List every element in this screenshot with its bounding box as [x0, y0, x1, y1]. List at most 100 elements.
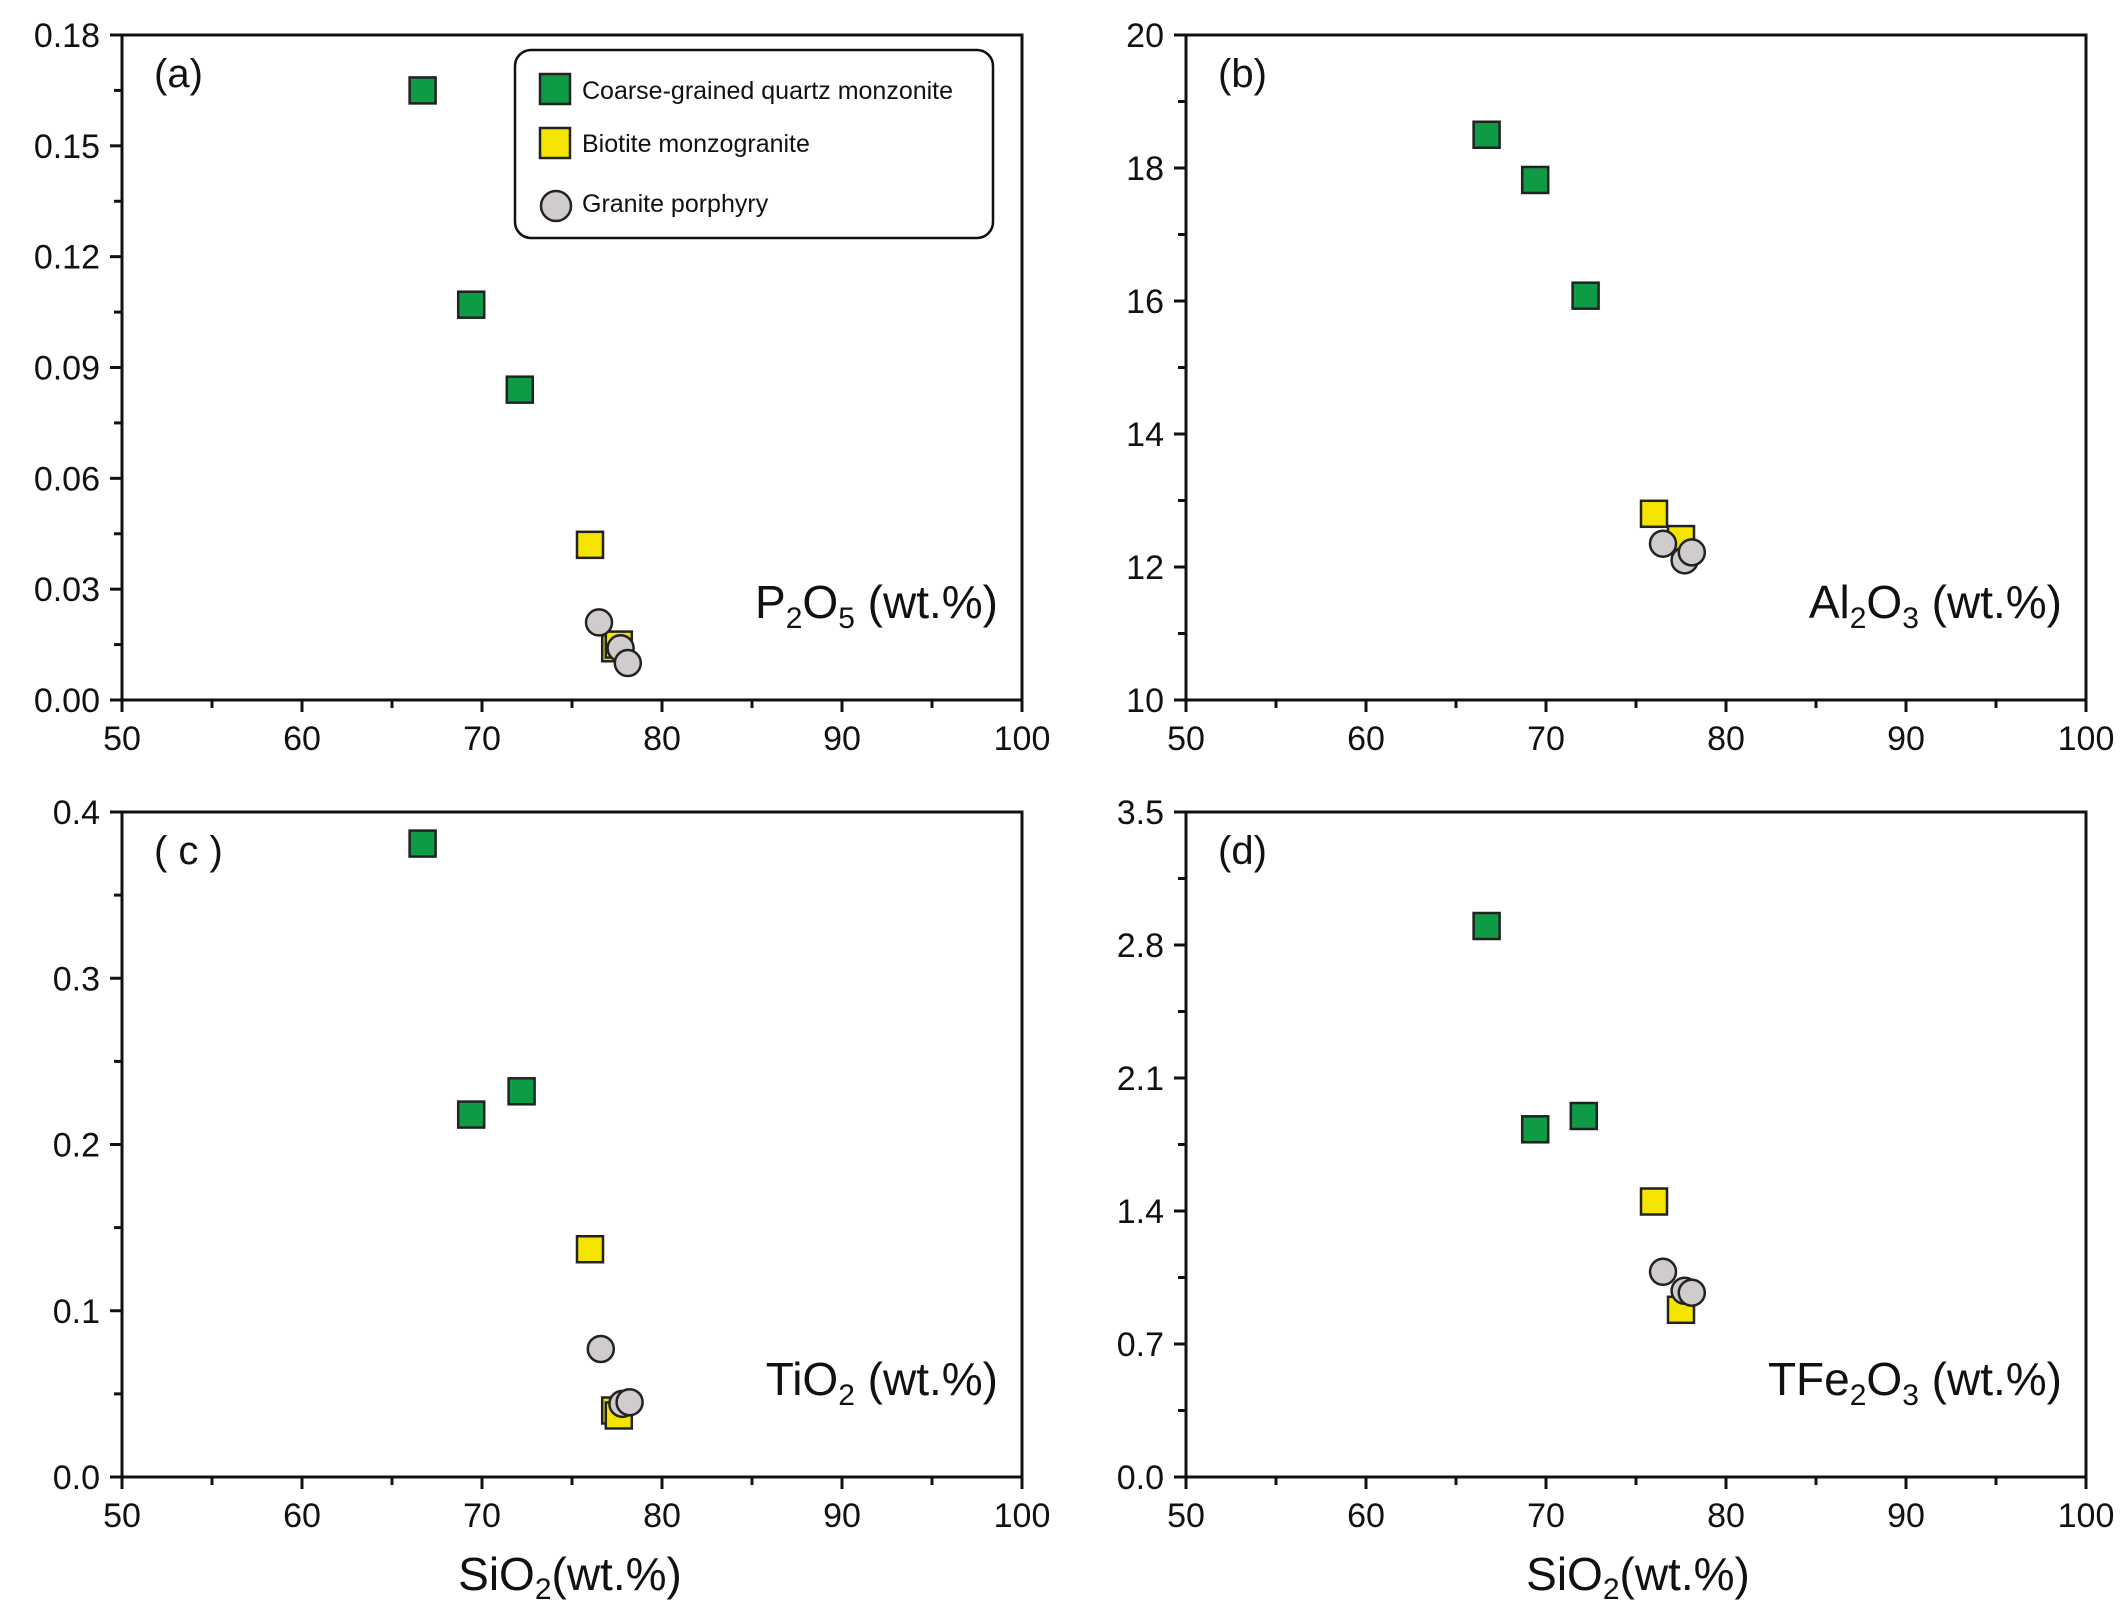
legend-item-coarse: Coarse-grained quartz monzonite [538, 72, 953, 106]
x-tick-label: 100 [2058, 1497, 2115, 1535]
variable-label: TFe2O3 (wt.%) [1768, 1353, 2062, 1412]
x-axis-title-right: SiO2(wt.%) [1526, 1548, 1750, 1606]
panel-a: 50 60 70 80 90 100 0.00 0.03 0.06 0.09 0.12 0.15 0.1… [34, 17, 1051, 758]
y-tick-label: 1.4 [1117, 1193, 1164, 1231]
x-tick-label: 50 [1167, 1497, 1205, 1535]
data-point [615, 1387, 644, 1417]
y-tick-label: 0.3 [53, 960, 100, 998]
y-tick-label: 14 [1126, 416, 1164, 454]
y-tick-label: 20 [1126, 17, 1164, 55]
y-tick-label: 0.0 [1117, 1459, 1164, 1497]
data-point [584, 608, 614, 637]
variable-label: TiO2 (wt.%) [766, 1353, 998, 1412]
data-point [408, 829, 437, 858]
legend-label-coarse: Coarse-grained quartz monzonite [582, 77, 953, 105]
y-tick-label: 0.1 [53, 1293, 100, 1331]
data-point [507, 1077, 536, 1106]
data-point [505, 375, 535, 404]
x-tick-label: 80 [643, 1497, 681, 1535]
y-tick-label: 0.2 [53, 1127, 100, 1165]
legend-marker-coarse [538, 72, 572, 106]
y-tick-label: 0.06 [34, 460, 100, 498]
y-tick-label: 3.5 [1117, 794, 1164, 832]
y-tick-label: 0.00 [34, 682, 100, 720]
x-tick-label: 70 [463, 1497, 501, 1535]
series-coarse [1472, 120, 1600, 310]
y-tick-label: 0.4 [53, 794, 100, 832]
series-granite [586, 1334, 644, 1419]
x-axis-title-right-subscript: 2 [1603, 1573, 1620, 1606]
data-point [408, 76, 437, 105]
data-point [1639, 499, 1669, 529]
y-tick-label: 0.7 [1117, 1326, 1164, 1364]
y-tick-label: 12 [1126, 549, 1164, 587]
legend: Coarse-grained quartz monzonite Biotite … [513, 48, 995, 240]
panel-label: ( c ) [154, 829, 223, 873]
x-tick-label: 100 [2058, 720, 2115, 758]
x-tick-label: 100 [994, 1497, 1051, 1535]
variable-label: Al2O3 (wt.%) [1809, 576, 2062, 635]
x-tick-label: 60 [283, 1497, 321, 1535]
data-point [1677, 538, 1707, 567]
y-tick-label: 0.12 [34, 239, 100, 277]
y-tick-label: 0.03 [34, 571, 100, 609]
data-point [1569, 1101, 1599, 1131]
data-point [1472, 911, 1501, 941]
data-point [456, 290, 486, 319]
y-tick-label: 0.18 [34, 17, 100, 55]
legend-label-biotite: Biotite monzogranite [582, 130, 810, 158]
panel-b: 50 60 70 80 90 100 10 12 14 16 18 20 (b) Al2O3 (wt.%) [1126, 17, 2114, 758]
x-tick-label: 90 [823, 1497, 861, 1535]
panel-d: 50 60 70 80 90 100 0.0 0.7 1.4 2.1 2.8 3.5 (d) TFe2O3… [1117, 794, 2115, 1535]
legend-item-biotite: Biotite monzogranite [538, 126, 810, 160]
legend-label-granite: Granite porphyry [582, 190, 769, 218]
y-tick-label: 0.09 [34, 350, 100, 388]
x-tick-label: 50 [103, 1497, 141, 1535]
x-tick-label: 90 [1887, 720, 1925, 758]
y-tick-label: 2.8 [1117, 927, 1164, 965]
x-tick-label: 90 [1887, 1497, 1925, 1535]
data-point [575, 530, 605, 560]
x-tick-label: 50 [1167, 720, 1205, 758]
series-coarse [1472, 911, 1599, 1144]
panel-c: 50 60 70 80 90 100 0.0 0.1 0.2 0.3 0.4 ( c ) TiO2 (w… [53, 794, 1051, 1535]
series-coarse [408, 76, 535, 404]
data-point [1520, 165, 1550, 195]
x-tick-label: 70 [1527, 1497, 1565, 1535]
y-tick-label: 2.1 [1117, 1060, 1164, 1098]
y-tick-label: 0.0 [53, 1459, 100, 1497]
data-point [1639, 1187, 1669, 1216]
data-point [586, 1334, 616, 1364]
y-tick-label: 10 [1126, 682, 1164, 720]
series-granite [584, 608, 643, 678]
data-point [575, 1234, 605, 1264]
legend-marker-granite [539, 189, 573, 223]
legend-box [513, 48, 995, 240]
data-point [1472, 120, 1501, 149]
y-tick-label: 18 [1126, 150, 1164, 188]
x-tick-label: 80 [1707, 720, 1745, 758]
panel-label: (a) [154, 52, 203, 96]
data-point [613, 648, 643, 678]
x-tick-label: 100 [994, 720, 1051, 758]
y-tick-label: 16 [1126, 283, 1164, 321]
data-point [1648, 1257, 1678, 1287]
panel-label: (d) [1218, 829, 1267, 873]
x-tick-label: 60 [1347, 1497, 1385, 1535]
x-tick-label: 70 [463, 720, 501, 758]
series-coarse [408, 829, 536, 1129]
x-tick-label: 70 [1527, 720, 1565, 758]
x-tick-label: 80 [1707, 1497, 1745, 1535]
data-point [456, 1100, 486, 1129]
legend-marker-biotite [538, 126, 572, 160]
data-point [1520, 1115, 1550, 1144]
series-granite [1648, 1257, 1707, 1307]
x-tick-label: 80 [643, 720, 681, 758]
data-point [1648, 529, 1678, 558]
x-tick-label: 60 [1347, 720, 1385, 758]
series-granite [1648, 529, 1707, 575]
legend-item-granite: Granite porphyry [539, 189, 769, 223]
panel-label: (b) [1218, 52, 1267, 96]
x-axis-title-left-subscript: 2 [535, 1573, 552, 1606]
